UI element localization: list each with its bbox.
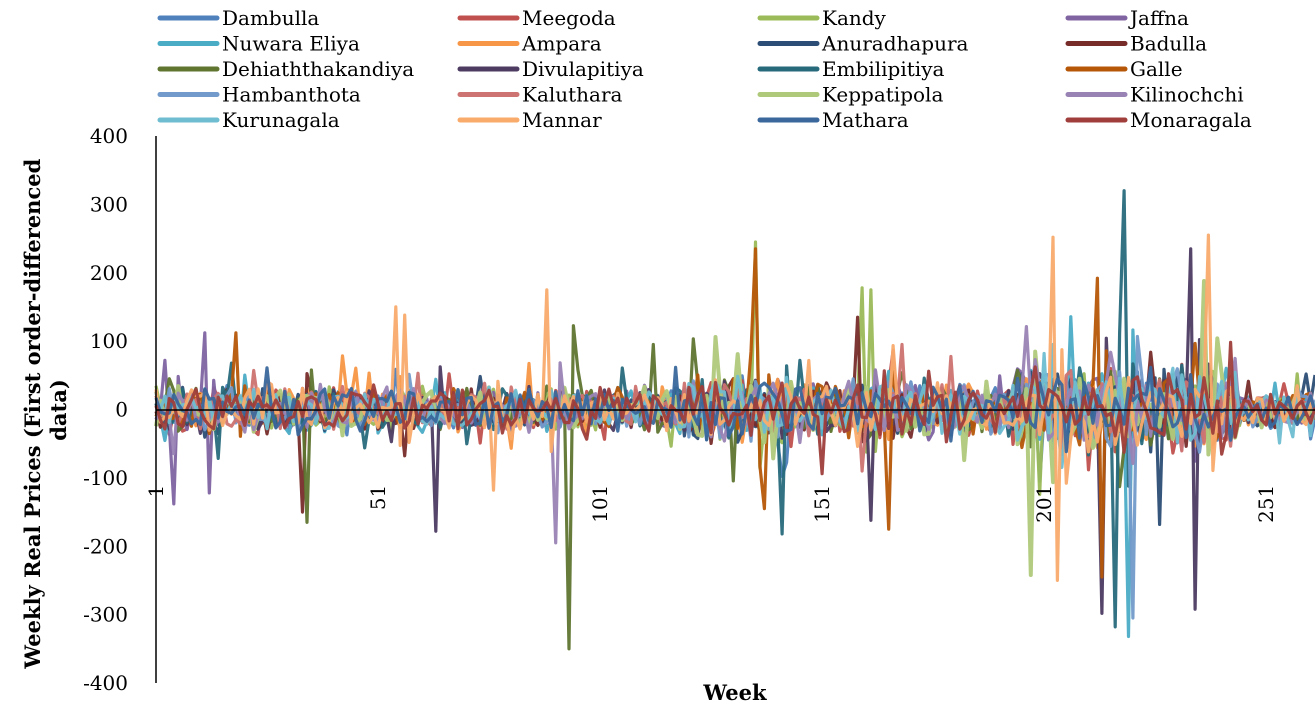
x-tick-label: 251 — [1254, 485, 1278, 523]
legend-label: Kandy — [822, 6, 887, 30]
legend-label: Kilinochchi — [1130, 83, 1244, 107]
y-tick-label: -200 — [83, 534, 128, 558]
legend-label: Hambanthota — [222, 83, 361, 107]
legend-label: Jaffna — [1128, 6, 1189, 30]
series-line-monaragala — [154, 340, 1315, 476]
chart-axes — [155, 136, 1315, 683]
y-tick-label: -400 — [83, 671, 128, 695]
y-tick-labels: 400 300 200 100 0 -100 -200 -300 -400 — [83, 124, 128, 695]
series-lines — [154, 189, 1315, 651]
legend-label: Badulla — [1130, 32, 1207, 56]
y-tick-label: -100 — [83, 466, 128, 490]
legend-label: Divulapitiya — [522, 57, 644, 81]
legend-label: Kaluthara — [522, 83, 623, 107]
legend-label: Dambulla — [222, 6, 319, 30]
legend-label: Kurunagala — [222, 108, 340, 132]
legend-label: Keppatipola — [822, 83, 943, 107]
y-tick-label: 100 — [90, 329, 128, 353]
x-tick-label: 51 — [366, 485, 390, 510]
legend-label: Galle — [1130, 57, 1183, 81]
y-tick-label: -300 — [83, 603, 128, 627]
legend-label: Nuwara Eliya — [222, 32, 360, 56]
y-axis-title-line-1: Weekly Real Prices (First order-differen… — [20, 158, 45, 669]
y-tick-label: 0 — [115, 398, 128, 422]
legend-label: Ampara — [521, 32, 602, 56]
x-tick-labels: 1 51 101 151 201 251 — [144, 485, 1278, 523]
x-tick-label: 1 — [144, 485, 168, 498]
y-tick-label: 200 — [90, 261, 128, 285]
y-tick-label: 400 — [90, 124, 128, 148]
y-axis-title: Weekly Real Prices (First order-differen… — [20, 151, 71, 669]
legend-label: Mathara — [822, 108, 909, 132]
y-tick-label: 300 — [90, 192, 128, 216]
legend-label: Embilipitiya — [822, 57, 944, 81]
y-axis-title-line-2: data) — [46, 379, 71, 441]
x-tick-label: 201 — [1032, 485, 1056, 523]
x-axis-title: Week — [702, 680, 767, 705]
legend-label: Dehiaththakandiya — [222, 57, 414, 81]
legend-label: Monaragala — [1130, 108, 1252, 132]
x-tick-label: 151 — [810, 485, 834, 523]
x-tick-label: 101 — [588, 485, 612, 523]
chart-legend: Dambulla Meegoda Kandy Jaffna Nuwara Eliya Am… — [157, 6, 1252, 132]
legend-label: Anuradhapura — [821, 32, 969, 56]
legend-label: Meegoda — [522, 6, 616, 30]
legend-label: Mannar — [522, 108, 602, 132]
